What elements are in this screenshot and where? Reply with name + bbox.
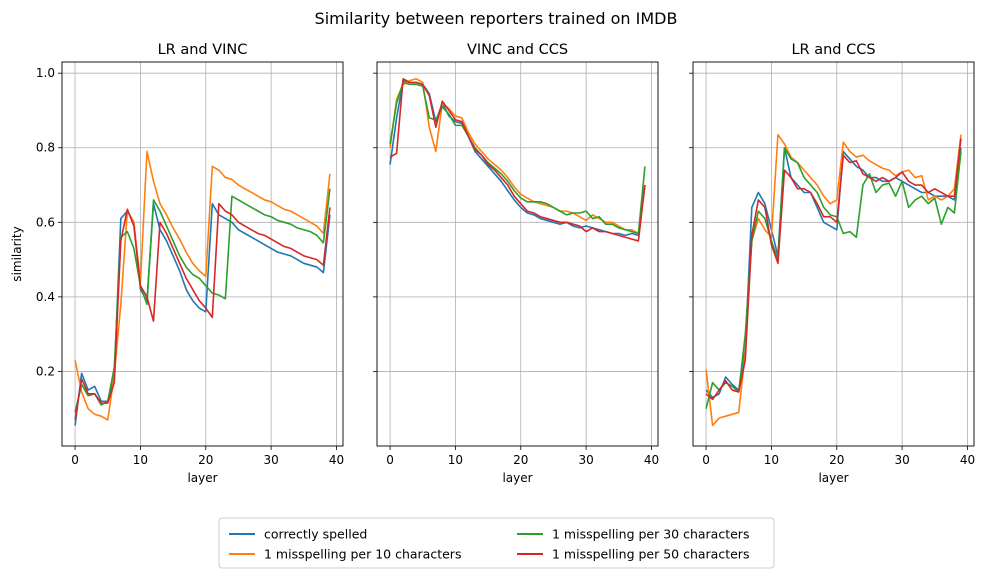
series-line-1 xyxy=(389,79,646,237)
y-tick-label: 0.8 xyxy=(36,141,55,155)
x-tick-label: 30 xyxy=(263,453,278,467)
panel-title: LR and VINC xyxy=(158,42,248,58)
x-tick-label: 40 xyxy=(644,453,659,467)
x-axis-label: layer xyxy=(187,471,217,485)
figure-title: Similarity between reporters trained on … xyxy=(315,9,678,28)
y-axis-label: similarity xyxy=(10,226,24,281)
x-tick-label: 10 xyxy=(133,453,148,467)
legend-label: correctly spelled xyxy=(264,527,367,542)
axes-frame xyxy=(692,61,975,447)
x-tick-label: 40 xyxy=(329,453,344,467)
legend-label: 1 misspelling per 50 characters xyxy=(552,547,749,562)
x-tick-label: 20 xyxy=(198,453,213,467)
y-tick-label: 0.6 xyxy=(36,215,55,229)
x-tick-label: 0 xyxy=(71,453,79,467)
chart-panels: 0 10 20 30 40 0.2 0.4 0.6 0.8 1.0 LR and VINC layer… xyxy=(10,42,975,485)
series-line-2 xyxy=(389,77,646,235)
legend-item: 1 misspelling per 50 characters xyxy=(517,547,749,562)
x-tick-label: 40 xyxy=(960,453,975,467)
y-tick-label: 1.0 xyxy=(36,66,55,80)
x-tick-label: 20 xyxy=(829,453,844,467)
series-line-4 xyxy=(74,202,331,421)
x-axis-label: layer xyxy=(818,471,848,485)
panel-title: LR and CCS xyxy=(791,42,875,58)
axes-frame xyxy=(376,61,659,447)
series-line-4 xyxy=(705,138,962,401)
legend: correctly spelled 1 misspelling per 10 ch… xyxy=(218,517,775,569)
x-tick-label: 10 xyxy=(448,453,463,467)
y-tick-label: 0.4 xyxy=(36,290,55,304)
chart-panel-2: 0 10 20 30 40 VINC and CCS layer xyxy=(373,42,659,485)
x-tick-label: 0 xyxy=(386,453,394,467)
legend-label: 1 misspelling per 30 characters xyxy=(552,527,749,542)
y-tick-label: 0.2 xyxy=(36,364,55,378)
axes-frame xyxy=(61,61,344,447)
series-line-2 xyxy=(705,133,962,427)
series-line-4 xyxy=(389,77,646,242)
chart-panel-1: 0 10 20 30 40 0.2 0.4 0.6 0.8 1.0 LR and VINC layer… xyxy=(10,42,344,485)
legend-item: correctly spelled xyxy=(229,527,367,542)
legend-item: 1 misspelling per 30 characters xyxy=(517,527,749,542)
x-axis-label: layer xyxy=(502,471,532,485)
series-line-1 xyxy=(74,202,331,426)
x-tick-label: 0 xyxy=(702,453,710,467)
x-tick-label: 30 xyxy=(578,453,593,467)
legend-label: 1 misspelling per 10 characters xyxy=(264,547,461,562)
series-line-2 xyxy=(74,150,331,421)
x-tick-label: 30 xyxy=(894,453,909,467)
x-tick-label: 20 xyxy=(513,453,528,467)
legend-item: 1 misspelling per 10 characters xyxy=(229,547,461,562)
chart-panel-3: 0 10 20 30 40 LR and CCS layer xyxy=(689,42,975,485)
series-line-3 xyxy=(389,81,646,235)
panel-title: VINC and CCS xyxy=(467,42,568,58)
legend-box xyxy=(218,517,775,569)
x-tick-label: 10 xyxy=(764,453,779,467)
